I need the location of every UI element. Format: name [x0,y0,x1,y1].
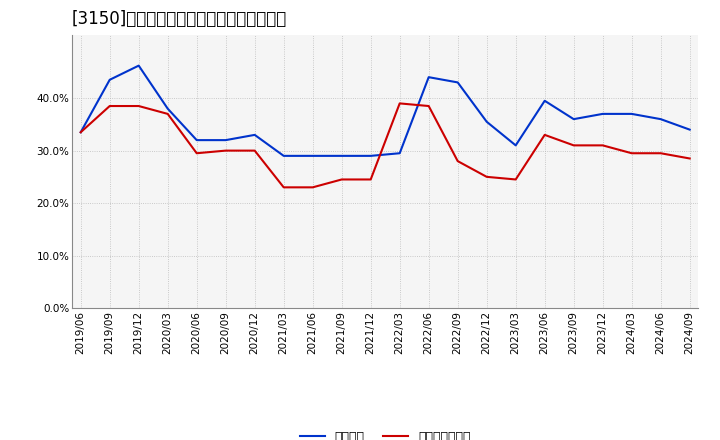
固定比率 [482,119,491,125]
固定長期適合率 [627,150,636,156]
固定比率 [76,130,85,135]
固定比率 [221,137,230,143]
固定比率 [657,117,665,122]
Line: 固定長期適合率: 固定長期適合率 [81,103,690,187]
Text: [3150]　固定比率、固定長期適合率の推移: [3150] 固定比率、固定長期適合率の推移 [72,10,287,28]
固定比率 [163,106,172,111]
固定比率 [308,153,317,158]
固定長期適合率 [366,177,375,182]
固定長期適合率 [598,143,607,148]
固定比率 [685,127,694,132]
固定長期適合率 [395,101,404,106]
固定長期適合率 [221,148,230,153]
固定長期適合率 [657,150,665,156]
固定比率 [598,111,607,117]
固定長期適合率 [135,103,143,109]
固定長期適合率 [279,185,288,190]
固定長期適合率 [541,132,549,138]
固定長期適合率 [424,103,433,109]
固定比率 [251,132,259,138]
固定比率 [279,153,288,158]
固定比率 [395,150,404,156]
固定長期適合率 [308,185,317,190]
固定比率 [105,77,114,82]
固定長期適合率 [570,143,578,148]
固定比率 [454,80,462,85]
固定比率 [541,98,549,103]
固定比率 [570,117,578,122]
固定比率 [192,137,201,143]
固定比率 [366,153,375,158]
固定長期適合率 [163,111,172,117]
固定長期適合率 [482,174,491,180]
固定長期適合率 [454,158,462,164]
固定比率 [424,74,433,80]
固定長期適合率 [511,177,520,182]
固定比率 [511,143,520,148]
固定長期適合率 [685,156,694,161]
固定比率 [135,63,143,68]
固定長期適合率 [338,177,346,182]
固定長期適合率 [251,148,259,153]
固定長期適合率 [105,103,114,109]
Line: 固定比率: 固定比率 [81,66,690,156]
Legend: 固定比率, 固定長期適合率: 固定比率, 固定長期適合率 [300,431,471,440]
固定比率 [338,153,346,158]
固定長期適合率 [192,150,201,156]
固定比率 [627,111,636,117]
固定長期適合率 [76,130,85,135]
